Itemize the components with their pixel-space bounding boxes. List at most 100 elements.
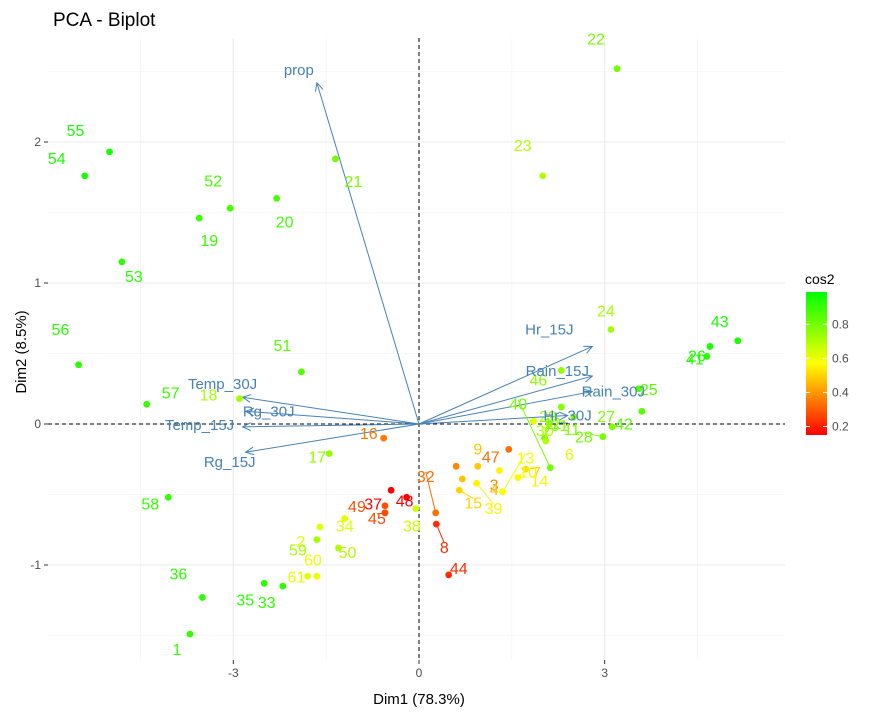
individual-point <box>381 502 389 510</box>
individual-label: 54 <box>48 151 66 168</box>
variable-arrow <box>418 345 593 425</box>
individual-label: 9 <box>473 441 482 458</box>
variable-arrow <box>242 423 420 428</box>
individual-point <box>118 258 126 266</box>
individual-label: 52 <box>204 173 222 190</box>
label-connector <box>583 432 603 438</box>
variable-arrow <box>242 396 420 425</box>
variable-arrowhead <box>244 446 255 456</box>
individual-label: 40 <box>509 397 527 414</box>
individual-label: 19 <box>200 233 218 250</box>
individual-label: 28 <box>575 430 593 447</box>
individual-label: 37 <box>364 496 382 513</box>
individual-label: 53 <box>125 269 143 286</box>
individual-label: 3 <box>490 477 499 494</box>
individual-label: 1 <box>173 642 182 659</box>
variable-arrowhead <box>241 422 251 432</box>
individual-point <box>313 572 321 580</box>
individual-label: 36 <box>169 566 187 583</box>
reference-lines <box>48 38 785 660</box>
individual-label: 7 <box>532 465 541 482</box>
individual-label: 51 <box>273 338 291 355</box>
individual-point <box>496 467 503 474</box>
individual-label: 33 <box>258 595 276 612</box>
individual-label: 61 <box>288 569 306 586</box>
individual-label: 47 <box>482 449 500 466</box>
legend-tick-label: 0.4 <box>832 385 849 399</box>
individual-label: 27 <box>597 409 615 426</box>
individual-point <box>613 65 621 73</box>
individual-point <box>703 352 711 360</box>
legend-colorbar <box>806 292 827 435</box>
legend-tick-label: 0.8 <box>832 317 849 331</box>
label-connector <box>502 453 526 492</box>
variable-arrowhead <box>583 388 594 398</box>
individual-point <box>143 400 151 408</box>
individual-point <box>313 536 321 544</box>
individual-point <box>186 630 194 638</box>
individual-label: 6 <box>565 447 574 464</box>
individual-label: 23 <box>514 138 532 155</box>
individual-label: 57 <box>162 385 180 402</box>
individual-point <box>316 523 324 531</box>
individual-label: 10 <box>519 465 537 482</box>
variable-label: Temp_15J <box>165 417 234 434</box>
label-connector <box>517 399 551 468</box>
variable-arrowhead <box>583 373 594 383</box>
individual-point <box>539 172 547 180</box>
label-connector <box>458 489 474 499</box>
individual-label: 50 <box>339 545 357 562</box>
y-tick-label: 0 <box>34 417 41 431</box>
individual-point <box>557 367 565 374</box>
individual-label: 56 <box>52 322 70 339</box>
individual-point <box>335 544 342 552</box>
individual-point <box>608 423 616 431</box>
individual-point <box>260 579 268 587</box>
label-connector <box>376 512 386 515</box>
individual-point <box>164 493 172 501</box>
x-axis: -3 0 3 <box>228 660 608 680</box>
variable-arrow <box>418 391 593 425</box>
variable-label: Rg_30J <box>243 403 295 420</box>
individual-label: 22 <box>587 32 605 49</box>
individual-point <box>198 594 206 601</box>
individual-point <box>445 571 453 579</box>
individual-point <box>325 450 333 458</box>
individual-label: 43 <box>711 314 729 331</box>
variable-arrowhead <box>244 407 255 417</box>
variable-labels: prop Hr_15J Rain_15J Rain_30J Hr_30J Temp_30J… <box>165 62 645 471</box>
variable-arrowhead <box>559 411 569 421</box>
individual-point <box>195 214 203 222</box>
individual-point <box>452 462 460 470</box>
legend-tick-label: 0.6 <box>832 351 849 365</box>
individual-label: 58 <box>141 496 159 513</box>
individual-point <box>557 403 565 411</box>
individual-label: 60 <box>304 552 322 569</box>
y-tick-label: 1 <box>34 276 41 290</box>
individual-labels: 1234678910111213141516171819202122232425… <box>48 32 729 659</box>
legend-tick-label: 0.2 <box>832 419 849 433</box>
variable-arrow <box>418 415 568 425</box>
individual-label: 46 <box>529 372 547 389</box>
variable-label: Hr_30J <box>543 408 591 425</box>
individual-point <box>458 475 466 483</box>
variable-arrowhead <box>583 345 594 354</box>
individual-label: 45 <box>368 511 386 528</box>
individual-label: 26 <box>688 348 706 365</box>
label-connector <box>425 471 437 513</box>
individual-point <box>332 155 339 163</box>
variable-label: Rain_15J <box>526 363 589 380</box>
chart-title: PCA - Biplot <box>53 10 156 31</box>
individual-point <box>341 515 349 522</box>
y-axis: -1 0 1 2 <box>30 135 48 572</box>
individual-label: 39 <box>485 501 503 518</box>
individual-label: 11 <box>563 422 580 439</box>
individual-label: 2 <box>297 534 306 551</box>
variable-arrow <box>316 82 420 425</box>
individual-label: 21 <box>345 174 363 191</box>
legend-ticks: 0.2 0.4 0.6 0.8 <box>806 317 849 433</box>
individual-label: 14 <box>531 474 549 491</box>
gridlines <box>48 38 785 660</box>
individual-point <box>226 204 234 212</box>
variable-label: Rg_15J <box>204 454 256 471</box>
